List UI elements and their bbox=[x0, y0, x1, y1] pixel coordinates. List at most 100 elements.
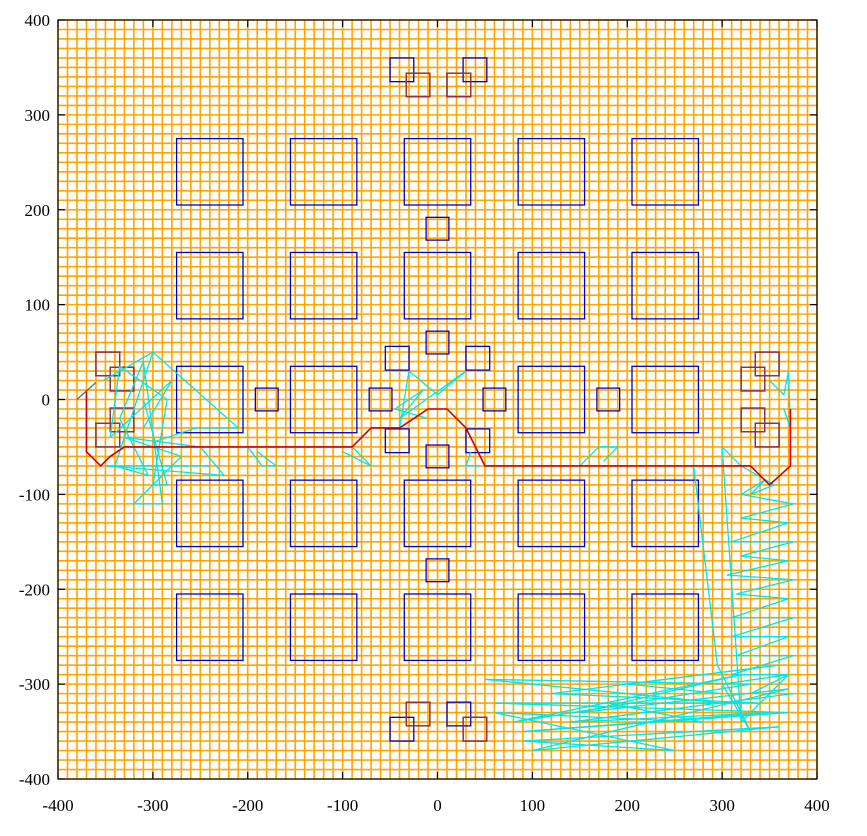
grid-lines bbox=[57, 19, 818, 780]
x-tick-label: 300 bbox=[709, 796, 735, 815]
obstacle-small bbox=[425, 444, 450, 469]
tree-edge bbox=[693, 465, 719, 666]
tree-edge bbox=[750, 484, 775, 495]
tree-edge bbox=[124, 436, 201, 448]
obstacle-large bbox=[175, 479, 244, 548]
tree-edge bbox=[736, 579, 794, 595]
obstacle-small bbox=[425, 216, 450, 241]
explored-tree bbox=[103, 351, 794, 752]
tree-edge bbox=[579, 674, 742, 714]
tree-edge bbox=[399, 370, 467, 420]
obstacle-large bbox=[631, 251, 700, 320]
tree-edge bbox=[551, 692, 761, 704]
tree-edge bbox=[351, 446, 372, 467]
obstacle-small bbox=[462, 57, 488, 83]
obstacle-large bbox=[175, 137, 244, 206]
tree-edge bbox=[105, 465, 225, 477]
obstacle-large bbox=[631, 137, 700, 206]
obstacle-large bbox=[517, 251, 586, 320]
tree-edge bbox=[731, 522, 789, 543]
obstacle-small bbox=[368, 387, 393, 412]
tree-edge bbox=[114, 351, 154, 467]
tree-edge bbox=[783, 370, 790, 395]
node-box bbox=[740, 407, 766, 433]
obstacle-large bbox=[175, 593, 244, 662]
obstacle-large bbox=[403, 479, 472, 548]
tree-edge bbox=[119, 361, 144, 419]
y-tick-label: 100 bbox=[25, 296, 51, 315]
tree-edge bbox=[731, 655, 794, 676]
axis-ticks bbox=[57, 19, 818, 780]
tree-edge bbox=[465, 451, 472, 467]
tree-edge bbox=[142, 380, 173, 429]
tree-edge bbox=[627, 664, 780, 685]
tree-edge bbox=[394, 389, 424, 410]
tree-edge bbox=[494, 702, 789, 714]
tree-edge bbox=[603, 446, 619, 462]
obstacle-large bbox=[289, 479, 358, 548]
x-tick-label: -300 bbox=[137, 796, 168, 815]
node-box bbox=[754, 351, 780, 377]
tree-edge bbox=[721, 683, 752, 732]
tree-edge bbox=[513, 674, 742, 723]
obstacle-large bbox=[517, 593, 586, 662]
tree-edge bbox=[399, 389, 424, 419]
obstacle-small bbox=[465, 345, 491, 371]
obstacle-small bbox=[384, 345, 410, 371]
obstacle-large bbox=[289, 251, 358, 320]
tree-edge bbox=[342, 451, 372, 467]
obstacle-small bbox=[389, 57, 415, 83]
x-tick-label: -100 bbox=[327, 796, 358, 815]
start-segment bbox=[76, 381, 97, 400]
tree-edge bbox=[133, 455, 182, 505]
tree-edge bbox=[579, 446, 600, 467]
x-tick-label: -400 bbox=[42, 796, 73, 815]
tree-edge bbox=[152, 351, 239, 429]
node-boxes bbox=[95, 72, 780, 742]
obstacle-large bbox=[517, 479, 586, 548]
tree-edge bbox=[247, 446, 263, 467]
tree-edge bbox=[731, 598, 789, 619]
tree-edge bbox=[627, 683, 723, 695]
node-box bbox=[405, 72, 431, 98]
tree-edge bbox=[256, 451, 277, 467]
x-tick-label: 400 bbox=[804, 796, 830, 815]
tree-edge bbox=[731, 617, 794, 638]
y-tick-label: 300 bbox=[25, 106, 51, 125]
obstacle-small bbox=[389, 716, 415, 742]
tree-edge bbox=[522, 740, 675, 752]
tree-edge bbox=[736, 593, 789, 600]
node-box bbox=[446, 72, 472, 98]
x-tick-label: 200 bbox=[615, 796, 641, 815]
x-tick-label: 0 bbox=[433, 796, 442, 815]
y-tick-label: -300 bbox=[19, 675, 50, 694]
x-tick-label: -200 bbox=[232, 796, 263, 815]
node-box bbox=[95, 351, 121, 377]
tree-edge bbox=[722, 673, 789, 685]
node-box bbox=[95, 422, 121, 448]
node-box bbox=[754, 422, 780, 448]
obstacle-large bbox=[631, 593, 700, 662]
obstacle-large bbox=[289, 365, 358, 434]
node-box bbox=[740, 366, 766, 392]
y-tick-label: 200 bbox=[25, 201, 51, 220]
tree-edge bbox=[579, 688, 789, 714]
y-tick-label: -200 bbox=[19, 580, 50, 599]
tree-edge bbox=[532, 726, 780, 752]
tree-edge bbox=[740, 465, 775, 486]
tree-edge bbox=[726, 560, 789, 576]
obstacle-large bbox=[403, 593, 472, 662]
tree-edge bbox=[740, 541, 794, 557]
node-box bbox=[462, 716, 488, 742]
obstacle-large bbox=[403, 251, 472, 320]
tree-edge bbox=[721, 446, 742, 467]
obstacle-large bbox=[175, 365, 244, 434]
tree-edge bbox=[394, 408, 429, 420]
tree-edge bbox=[408, 370, 438, 396]
tree-edge bbox=[109, 380, 173, 438]
y-tick-label: -400 bbox=[19, 770, 50, 789]
obstacle-small bbox=[384, 428, 410, 454]
y-tick-label: -100 bbox=[19, 485, 50, 504]
obstacle-large bbox=[403, 137, 472, 206]
